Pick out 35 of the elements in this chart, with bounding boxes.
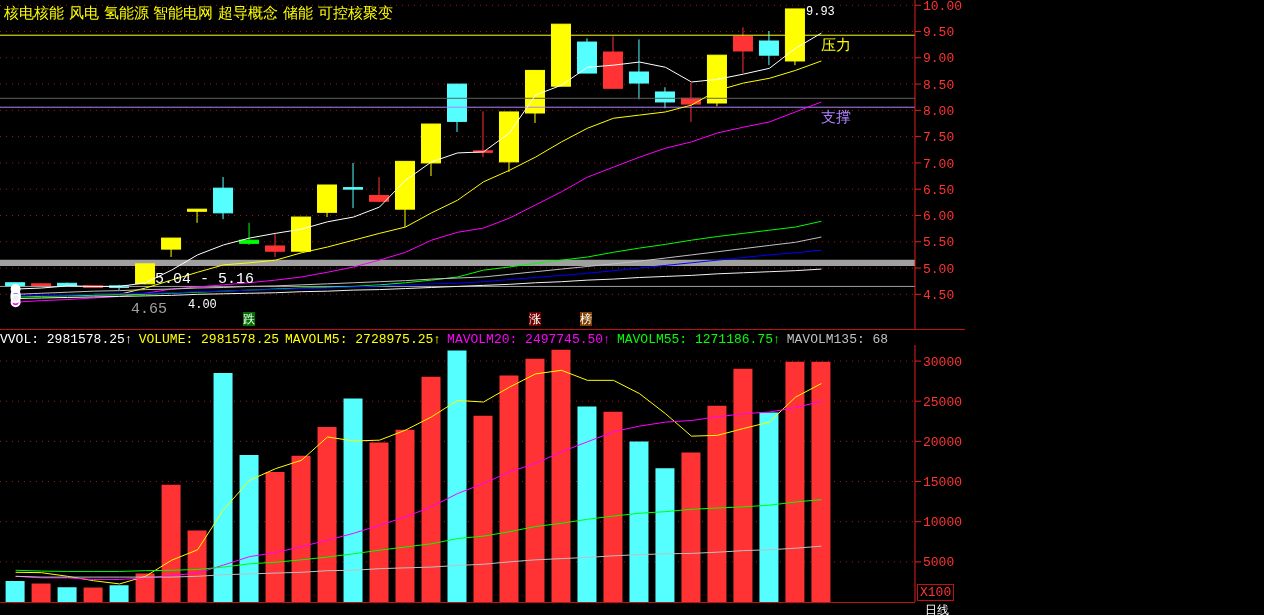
- text: 日线: [925, 602, 949, 615]
- y-tick-label: 8.50: [923, 77, 955, 93]
- annotation: 涨: [529, 312, 541, 326]
- y-tick-label: 5.50: [923, 235, 955, 251]
- y-tick-label: 15000: [923, 475, 963, 491]
- annotation: 4.00: [188, 298, 217, 312]
- y-tick-label: 7.00: [923, 156, 955, 172]
- y-tick-label: 10.00: [923, 0, 963, 14]
- annotation: VOLUME: 2981578.25: [138, 332, 280, 347]
- chart-title: 核电核能 风电 氢能源 智能电网 超导概念 储能 可控核聚变: [4, 4, 393, 23]
- y-tick-label: 20000: [923, 434, 963, 450]
- ref-line-label: 压力: [821, 35, 851, 54]
- y-tick-label: 6.50: [923, 182, 955, 198]
- y-tick-label: 10000: [923, 515, 963, 531]
- y-tick-label: 30000: [923, 354, 963, 370]
- y-tick-label: 9.00: [923, 51, 955, 67]
- text: MAVOLM5: 2728975.25↑: [285, 332, 442, 347]
- y-tick-label: 4.50: [923, 287, 955, 303]
- text: MAVOLM55: 1271186.75↑: [616, 332, 781, 347]
- text: MAVOLM20: 2497745.50↑: [447, 332, 611, 347]
- annotation: 榜: [580, 312, 592, 326]
- ref-line-label: 4.65: [131, 301, 168, 319]
- ref-line-label: 支撑: [821, 107, 851, 126]
- y-tick-label: 8.00: [923, 103, 955, 119]
- text: X100: [917, 584, 955, 601]
- y-tick-label: 5000: [923, 555, 955, 571]
- annotation: 跌: [243, 312, 255, 326]
- annotation: 9.93: [806, 5, 835, 19]
- y-tick-label: 6.00: [923, 209, 955, 225]
- y-tick-label: 25000: [923, 394, 963, 410]
- y-tick-label: 7.50: [923, 130, 955, 146]
- text: MAVOLM135: 68: [786, 332, 889, 347]
- annotation: VVOL: 2981578.25↑: [0, 332, 133, 347]
- y-tick-label: 9.50: [923, 25, 955, 41]
- y-tick-label: 5.00: [923, 261, 955, 277]
